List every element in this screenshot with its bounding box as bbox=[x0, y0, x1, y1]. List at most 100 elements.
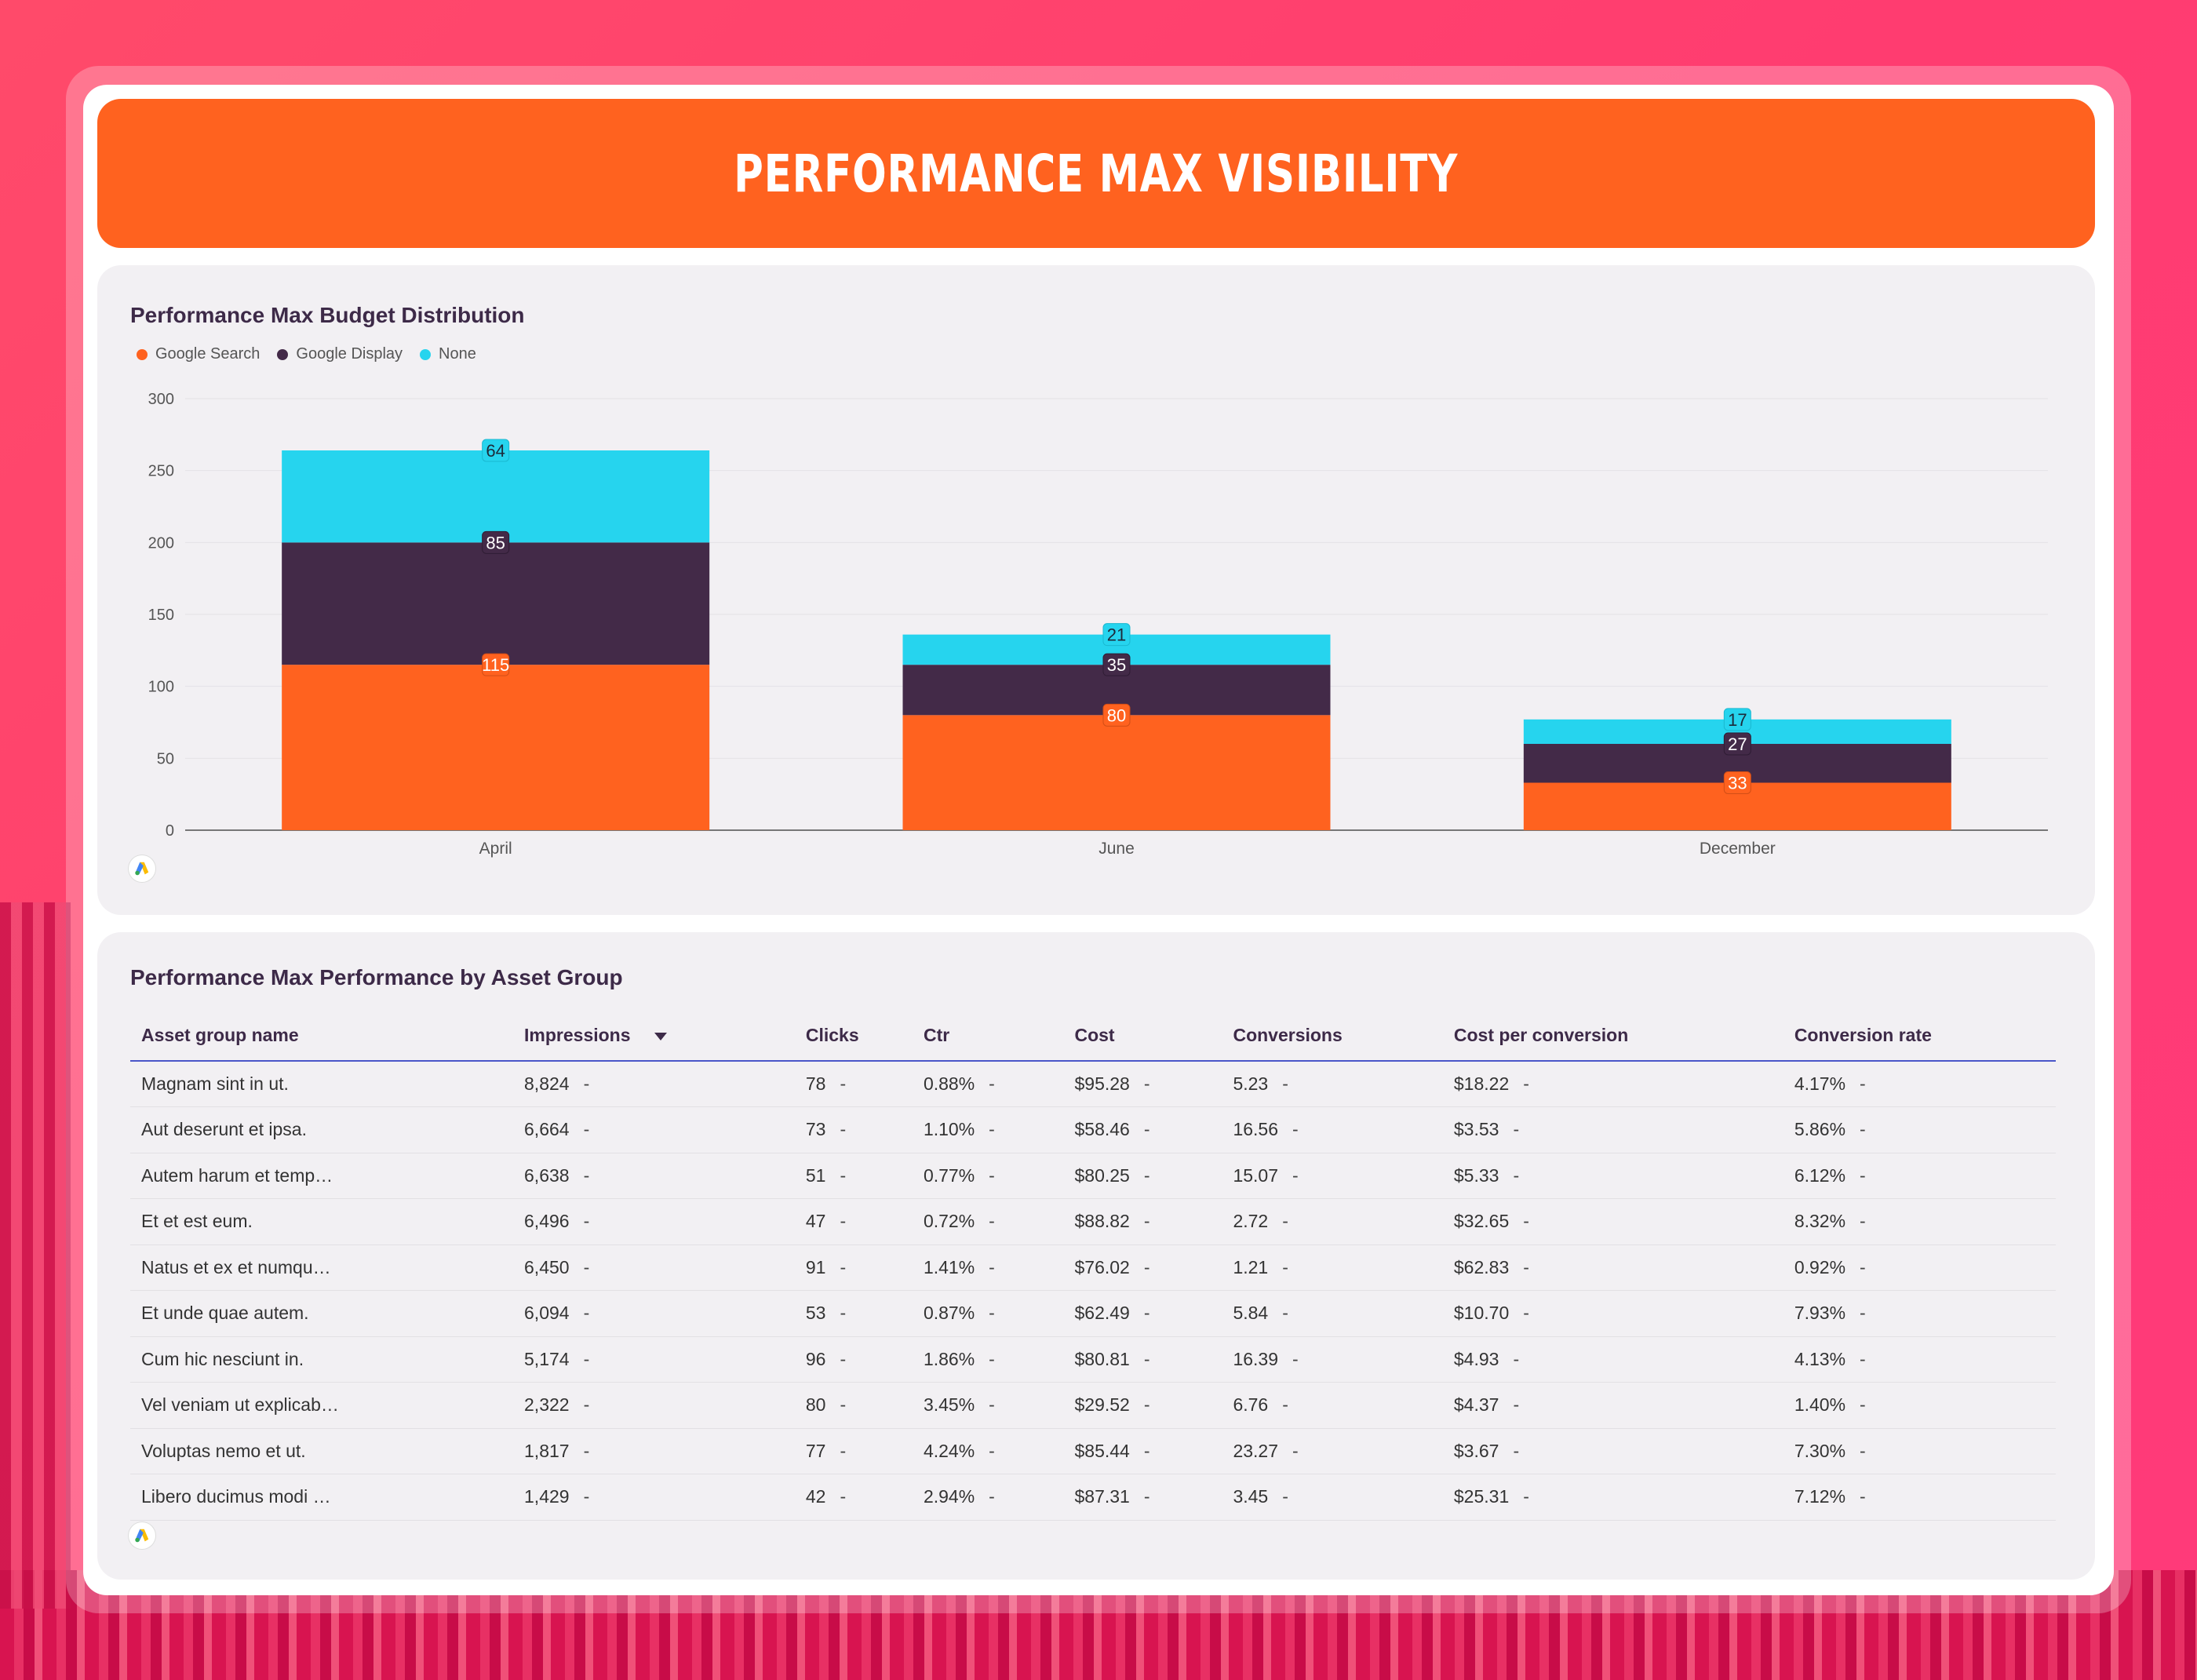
delta-value: - bbox=[840, 1440, 847, 1461]
delta-value: - bbox=[1513, 1164, 1520, 1186]
delta-value: - bbox=[989, 1211, 995, 1232]
delta-value: - bbox=[989, 1440, 995, 1461]
legend-item-google-search[interactable]: Google Search bbox=[137, 345, 260, 363]
table-row[interactable]: Voluptas nemo et ut. 1,817-77-4.24% - $85.4… bbox=[130, 1428, 2056, 1474]
table-cell: 6,094- bbox=[513, 1290, 795, 1337]
table-cell: 6.12% - bbox=[1783, 1153, 2056, 1199]
table-row[interactable]: Et unde quae autem. 6,094-53-0.87% - $62.49… bbox=[130, 1290, 2056, 1337]
table-cell: 91- bbox=[794, 1245, 913, 1291]
legend-item-google-display[interactable]: Google Display bbox=[277, 345, 403, 363]
table-cell: $4.37- bbox=[1442, 1382, 1783, 1429]
column-header-label: Conversion rate bbox=[1794, 1025, 1932, 1045]
cell-value: 0.87% bbox=[923, 1303, 975, 1324]
data-label: 33 bbox=[1728, 774, 1747, 793]
delta-value: - bbox=[1143, 1394, 1150, 1416]
table-row[interactable]: Autem harum et temp… 6,638-51-0.77% - $80.2… bbox=[130, 1153, 2056, 1199]
delta-value: - bbox=[1292, 1119, 1299, 1140]
table-cell: $80.25- bbox=[1063, 1153, 1222, 1199]
data-label: 80 bbox=[1107, 705, 1126, 725]
table-cell: 78- bbox=[794, 1061, 913, 1107]
delta-value: - bbox=[1143, 1303, 1150, 1324]
delta-value: - bbox=[1282, 1303, 1288, 1324]
delta-value: - bbox=[1523, 1486, 1529, 1507]
column-header[interactable]: Asset group name bbox=[130, 1011, 514, 1062]
delta-value: - bbox=[1513, 1119, 1520, 1140]
cell-value: $3.53 bbox=[1453, 1119, 1499, 1140]
cell-value: 42 bbox=[805, 1486, 826, 1507]
delta-value: - bbox=[1282, 1211, 1288, 1232]
table-cell: 5.86% - bbox=[1783, 1106, 2056, 1153]
legend-item-none[interactable]: None bbox=[420, 345, 476, 363]
delta-value: - bbox=[1143, 1256, 1150, 1277]
table-row[interactable]: Et et est eum. 6,496-47-0.72% - $88.82-2.72… bbox=[130, 1198, 2056, 1245]
cell-value: Et unde quae autem. bbox=[141, 1303, 309, 1324]
bar-segment bbox=[282, 542, 710, 665]
table-cell: 2.72- bbox=[1222, 1198, 1443, 1245]
table-row[interactable]: Libero ducimus modi … 1,429-42-2.94% - $87.… bbox=[130, 1474, 2056, 1521]
cell-value: $3.67 bbox=[1453, 1440, 1499, 1461]
column-header[interactable]: Clicks bbox=[794, 1011, 913, 1062]
table-row[interactable]: Natus et ex et numqu… 6,450-91-1.41% - $76.… bbox=[130, 1245, 2056, 1291]
sort-descending-icon[interactable] bbox=[654, 1032, 667, 1040]
column-header[interactable]: Impressions bbox=[513, 1011, 795, 1062]
table-row[interactable]: Aut deserunt et ipsa. 6,664-73-1.10% - $58.… bbox=[130, 1106, 2056, 1153]
asset-group-panel: Performance Max Performance by Asset Gro… bbox=[97, 932, 2095, 1580]
background-stripes-left bbox=[0, 902, 71, 1609]
delta-value: - bbox=[583, 1164, 590, 1186]
table-cell: 7.12% - bbox=[1783, 1474, 2056, 1521]
column-header-label: Ctr bbox=[923, 1025, 950, 1045]
cell-value: 77 bbox=[805, 1440, 826, 1461]
cell-value: $76.02 bbox=[1074, 1256, 1130, 1277]
table-cell: 0.88% - bbox=[912, 1061, 1064, 1107]
table-cell: 8.32% - bbox=[1783, 1198, 2056, 1245]
delta-value: - bbox=[1523, 1303, 1529, 1324]
table-row[interactable]: Magnam sint in ut. 8,824-78-0.88% - $95.28-… bbox=[130, 1061, 2056, 1107]
report-header: Performance Max Visibility bbox=[97, 99, 2095, 248]
column-header[interactable]: Conversion rate bbox=[1783, 1011, 2056, 1062]
column-header[interactable]: Cost per conversion bbox=[1442, 1011, 1783, 1062]
cell-value: 16.56 bbox=[1233, 1119, 1279, 1140]
cell-value: 4.17% bbox=[1794, 1073, 1846, 1094]
cell-value: 1.10% bbox=[923, 1119, 975, 1140]
y-tick-label: 150 bbox=[148, 607, 174, 624]
table-cell: 6,450- bbox=[513, 1245, 795, 1291]
data-label-box bbox=[482, 530, 510, 554]
delta-value: - bbox=[583, 1256, 590, 1277]
delta-value: - bbox=[840, 1119, 847, 1140]
delta-value: - bbox=[989, 1164, 995, 1186]
table-row[interactable]: Vel veniam ut explicab… 2,322-80-3.45% - $2… bbox=[130, 1382, 2056, 1429]
column-header[interactable]: Ctr bbox=[912, 1011, 1064, 1062]
legend-label: None bbox=[439, 345, 476, 363]
table-cell: 0.92% - bbox=[1783, 1245, 2056, 1291]
delta-value: - bbox=[840, 1073, 847, 1094]
table-cell: $80.81- bbox=[1063, 1336, 1222, 1383]
column-header[interactable]: Conversions bbox=[1222, 1011, 1443, 1062]
data-label-box bbox=[1723, 732, 1751, 756]
cell-value: 0.77% bbox=[923, 1164, 975, 1186]
cell-value: 1.40% bbox=[1794, 1394, 1846, 1416]
cell-value: $32.65 bbox=[1453, 1211, 1510, 1232]
y-tick-label: 200 bbox=[148, 534, 174, 552]
table-row[interactable]: Cum hic nesciunt in. 5,174-96-1.86% - $80.8… bbox=[130, 1336, 2056, 1383]
legend-dot-icon bbox=[420, 348, 432, 360]
cell-value: Et et est eum. bbox=[141, 1211, 253, 1232]
cell-value: Voluptas nemo et ut. bbox=[141, 1440, 306, 1461]
cell-value: Magnam sint in ut. bbox=[141, 1073, 289, 1094]
table-cell: 2,322- bbox=[513, 1382, 795, 1429]
cell-value: $4.93 bbox=[1453, 1348, 1499, 1369]
table-cell: 0.87% - bbox=[912, 1290, 1064, 1337]
legend-label: Google Search bbox=[155, 345, 261, 363]
table-cell: 96- bbox=[794, 1336, 913, 1383]
cell-value: Autem harum et temp… bbox=[141, 1164, 333, 1186]
delta-value: - bbox=[583, 1211, 590, 1232]
cell-value: 1.86% bbox=[923, 1348, 975, 1369]
cell-value: 5.23 bbox=[1233, 1073, 1269, 1094]
column-header[interactable]: Cost bbox=[1063, 1011, 1222, 1062]
delta-value: - bbox=[583, 1440, 590, 1461]
table-cell: Cum hic nesciunt in. bbox=[130, 1336, 514, 1383]
delta-value: - bbox=[1860, 1348, 1866, 1369]
table-cell: 23.27- bbox=[1222, 1428, 1443, 1474]
table-cell: 3.45% - bbox=[912, 1382, 1064, 1429]
table-cell: $87.31- bbox=[1063, 1474, 1222, 1521]
table-cell: $95.28- bbox=[1063, 1061, 1222, 1107]
